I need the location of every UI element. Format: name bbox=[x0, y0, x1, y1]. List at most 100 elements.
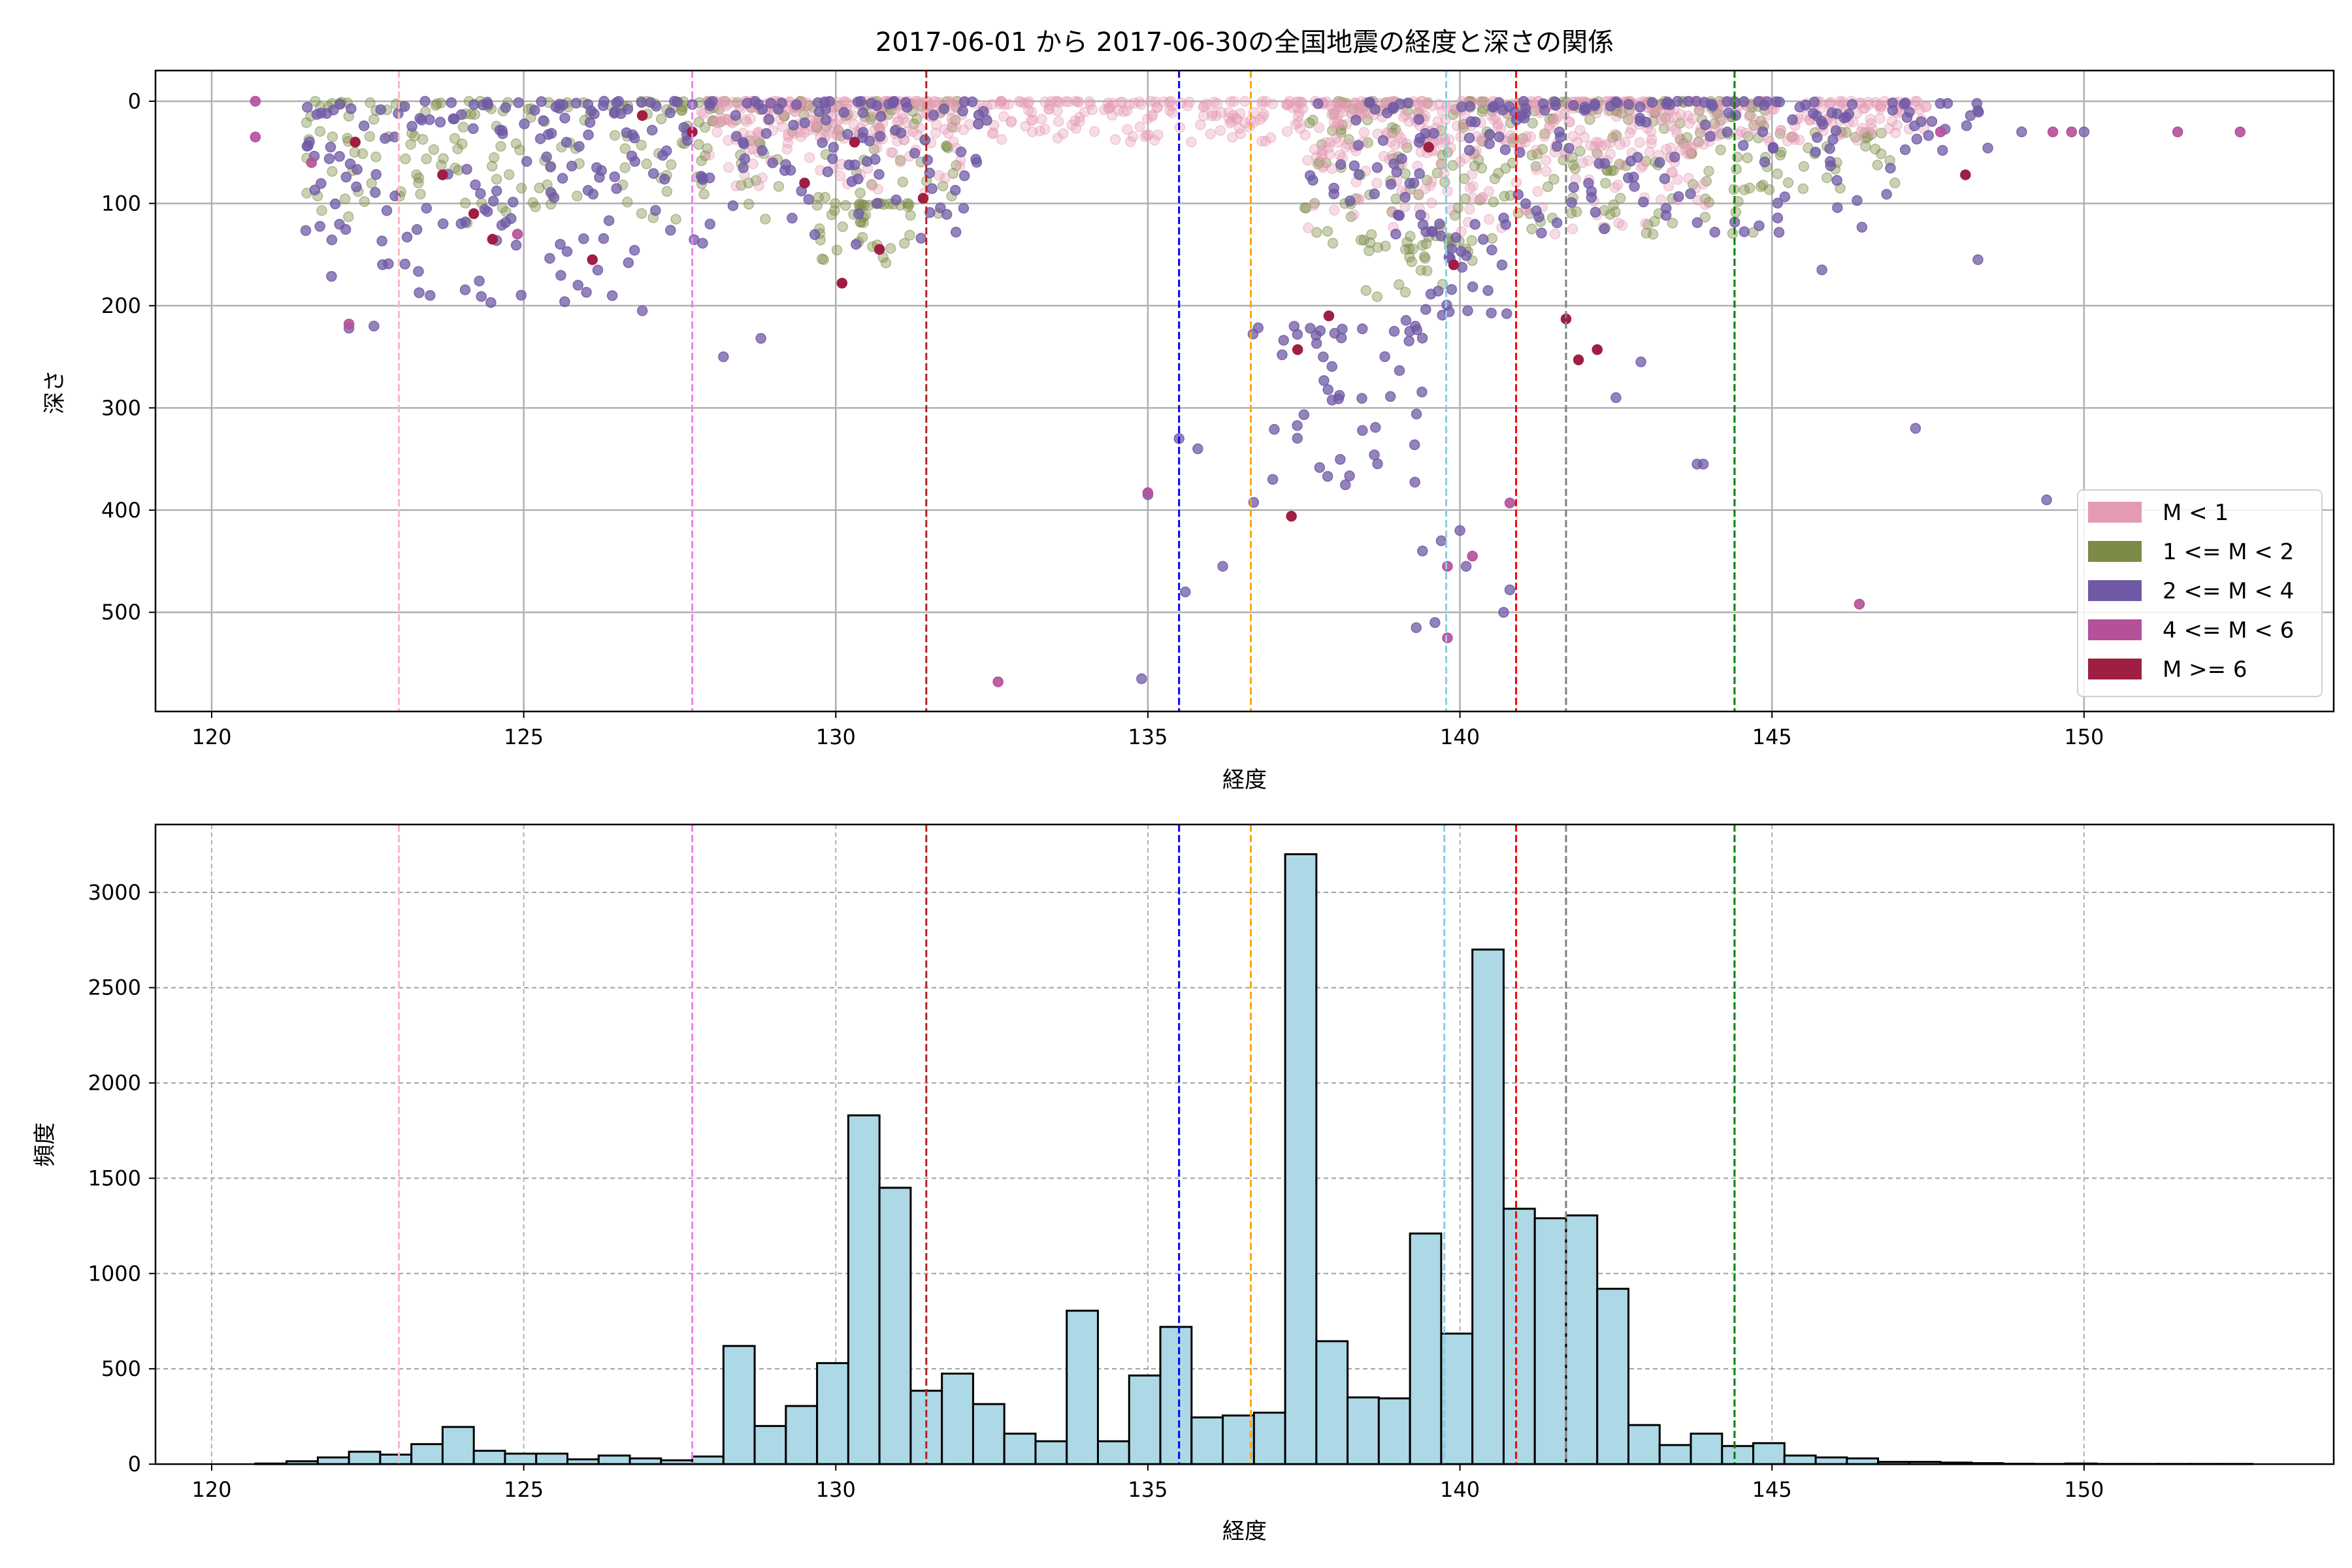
scatter-point bbox=[1239, 95, 1250, 107]
scatter-point bbox=[1614, 139, 1626, 150]
scatter-point bbox=[783, 129, 794, 140]
histogram-bar bbox=[1814, 1456, 1848, 1465]
scatter-point bbox=[546, 127, 557, 139]
scatter-point bbox=[1486, 307, 1497, 319]
scatter-point bbox=[1740, 127, 1752, 139]
scatter-point bbox=[357, 148, 368, 159]
scatter-point bbox=[1186, 137, 1197, 148]
scatter-point bbox=[722, 114, 733, 126]
scatter-point bbox=[366, 178, 377, 189]
scatter-point bbox=[1899, 144, 1911, 155]
histogram-bar bbox=[1627, 1424, 1661, 1465]
legend-swatch bbox=[2088, 580, 2142, 601]
histogram-bar bbox=[1097, 1440, 1130, 1465]
histogram-bar bbox=[878, 1186, 912, 1465]
scatter-point bbox=[830, 118, 841, 130]
scatter-point bbox=[1022, 97, 1034, 109]
scatter-point bbox=[810, 125, 822, 136]
scatter-point bbox=[1592, 344, 1603, 355]
scatter-point bbox=[584, 117, 596, 128]
scatter-point bbox=[411, 224, 423, 235]
scatter-point bbox=[435, 97, 447, 108]
scatter-point bbox=[1665, 142, 1676, 154]
scatter-point bbox=[1027, 114, 1039, 125]
scatter-point bbox=[1681, 132, 1693, 143]
scatter-point bbox=[1864, 127, 1876, 139]
scatter-point bbox=[704, 149, 715, 161]
scatter-point bbox=[1287, 102, 1299, 114]
histogram-bar bbox=[722, 1345, 756, 1465]
scatter-point bbox=[1532, 186, 1543, 197]
scatter-point bbox=[939, 123, 951, 135]
scatter-point bbox=[491, 185, 502, 197]
scatter-point bbox=[343, 318, 355, 330]
scatter-point bbox=[1663, 113, 1675, 124]
scatter-point bbox=[1420, 304, 1431, 315]
scatter-point bbox=[486, 161, 498, 172]
scatter-point bbox=[1484, 129, 1495, 140]
scatter-point bbox=[817, 137, 828, 148]
scatter-point bbox=[1195, 119, 1206, 131]
scatter-point bbox=[1349, 97, 1360, 108]
scatter-point bbox=[1649, 107, 1661, 118]
scatter-point bbox=[1488, 101, 1499, 112]
scatter-point bbox=[1699, 212, 1711, 223]
scatter-point bbox=[428, 144, 440, 155]
scatter-point bbox=[955, 146, 967, 157]
scatter-point bbox=[1520, 137, 1531, 148]
scatter-point bbox=[1311, 329, 1322, 341]
scatter-point bbox=[1225, 96, 1236, 107]
plot-area bbox=[155, 825, 2334, 1464]
scatter-point bbox=[1582, 155, 1594, 167]
scatter-point bbox=[1499, 191, 1511, 202]
scatter-point bbox=[1825, 97, 1837, 108]
scatter-point bbox=[1329, 327, 1341, 339]
chart-title: 2017-06-01 から 2017-06-30の全国地震の経度と深さの関係 bbox=[875, 27, 1614, 57]
scatter-point bbox=[857, 127, 869, 138]
scatter-point bbox=[1637, 159, 1649, 171]
scatter-point bbox=[1568, 100, 1579, 111]
scatter-point bbox=[1422, 98, 1433, 109]
scatter-point bbox=[1646, 97, 1658, 108]
scatter-point bbox=[400, 153, 411, 165]
scatter-point bbox=[867, 180, 878, 191]
scatter-point bbox=[1548, 174, 1560, 185]
scatter-point bbox=[787, 212, 798, 224]
scatter-point bbox=[1358, 107, 1369, 119]
scatter-point bbox=[832, 124, 843, 136]
scatter-point bbox=[1512, 189, 1524, 201]
scatter-point bbox=[947, 136, 959, 148]
scatter-point bbox=[1198, 110, 1209, 122]
scatter-point bbox=[1544, 120, 1555, 131]
scatter-point bbox=[1480, 96, 1492, 108]
scatter-point bbox=[650, 204, 661, 216]
scatter-point bbox=[1416, 386, 1428, 398]
plot-area bbox=[155, 71, 2334, 711]
histogram-bar bbox=[1315, 1340, 1349, 1465]
scatter-point bbox=[661, 186, 673, 197]
scatter-point bbox=[1207, 110, 1218, 122]
y-tick-label: 300 bbox=[101, 395, 141, 420]
scatter-point bbox=[380, 133, 391, 144]
scatter-point bbox=[1660, 203, 1672, 214]
scatter-point bbox=[1541, 166, 1552, 177]
scatter-point bbox=[527, 197, 538, 208]
scatter-point bbox=[1421, 174, 1433, 186]
scatter-point bbox=[1117, 97, 1128, 108]
scatter-point bbox=[1759, 156, 1771, 168]
scatter-point bbox=[1416, 95, 1428, 107]
scatter-point bbox=[1150, 96, 1161, 108]
scatter-point bbox=[1855, 126, 1867, 137]
scatter-point bbox=[1477, 234, 1489, 245]
scatter-point bbox=[609, 171, 621, 182]
scatter-point bbox=[708, 116, 719, 127]
scatter-point bbox=[1539, 131, 1550, 142]
scatter-point bbox=[519, 118, 530, 129]
scatter-point bbox=[707, 95, 718, 107]
scatter-point bbox=[1039, 96, 1051, 108]
scatter-point bbox=[1494, 131, 1505, 142]
scatter-point bbox=[1356, 102, 1367, 113]
scatter-point bbox=[1103, 102, 1115, 114]
scatter-point bbox=[1437, 105, 1448, 117]
scatter-point bbox=[1298, 409, 1310, 421]
